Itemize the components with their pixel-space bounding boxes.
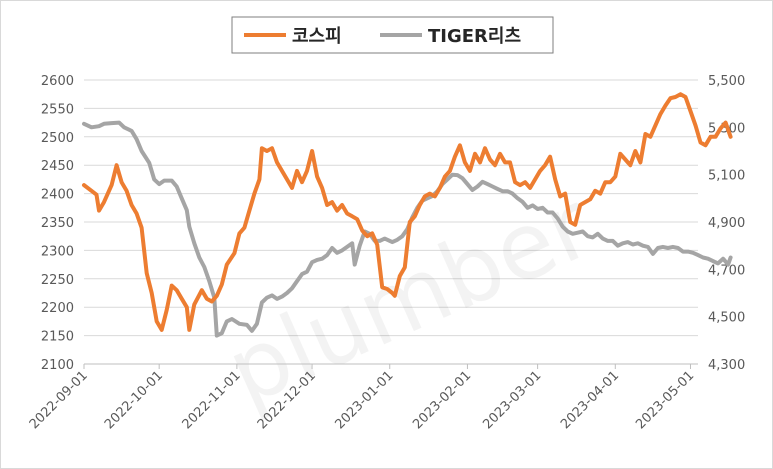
y-left-tick-label: 2400: [41, 188, 74, 203]
y-left-tick-label: 2350: [41, 216, 74, 231]
series-lines: [82, 92, 733, 338]
legend-label-tiger-reits: TIGER리츠: [428, 26, 521, 47]
series-line-kospi: [82, 92, 733, 332]
y-left-tick-label: 2100: [41, 358, 74, 373]
y-left-tick-label: 2600: [41, 74, 74, 89]
y-right-tick-label: 5,500: [708, 74, 745, 89]
legend-label-kospi: 코스피: [292, 26, 342, 47]
y-left-tick-label: 2450: [41, 159, 74, 174]
y-right-tick-label: 4,700: [708, 263, 745, 278]
y-left-tick-label: 2150: [41, 330, 74, 345]
y-right-tick-label: 5,100: [708, 169, 745, 184]
y-left-tick-label: 2250: [41, 273, 74, 288]
y-right-tick-label: 4,300: [708, 358, 745, 373]
y-left-tick-label: 2500: [41, 131, 74, 146]
y-left-tick-label: 2300: [41, 244, 74, 259]
y-left-tick-label: 2200: [41, 301, 74, 316]
y-right-tick-label: 4,500: [708, 311, 745, 326]
y-right-tick-label: 4,900: [708, 216, 745, 231]
y-left-tick-label: 2550: [41, 102, 74, 117]
legend: 코스피 TIGER리츠: [231, 16, 554, 54]
